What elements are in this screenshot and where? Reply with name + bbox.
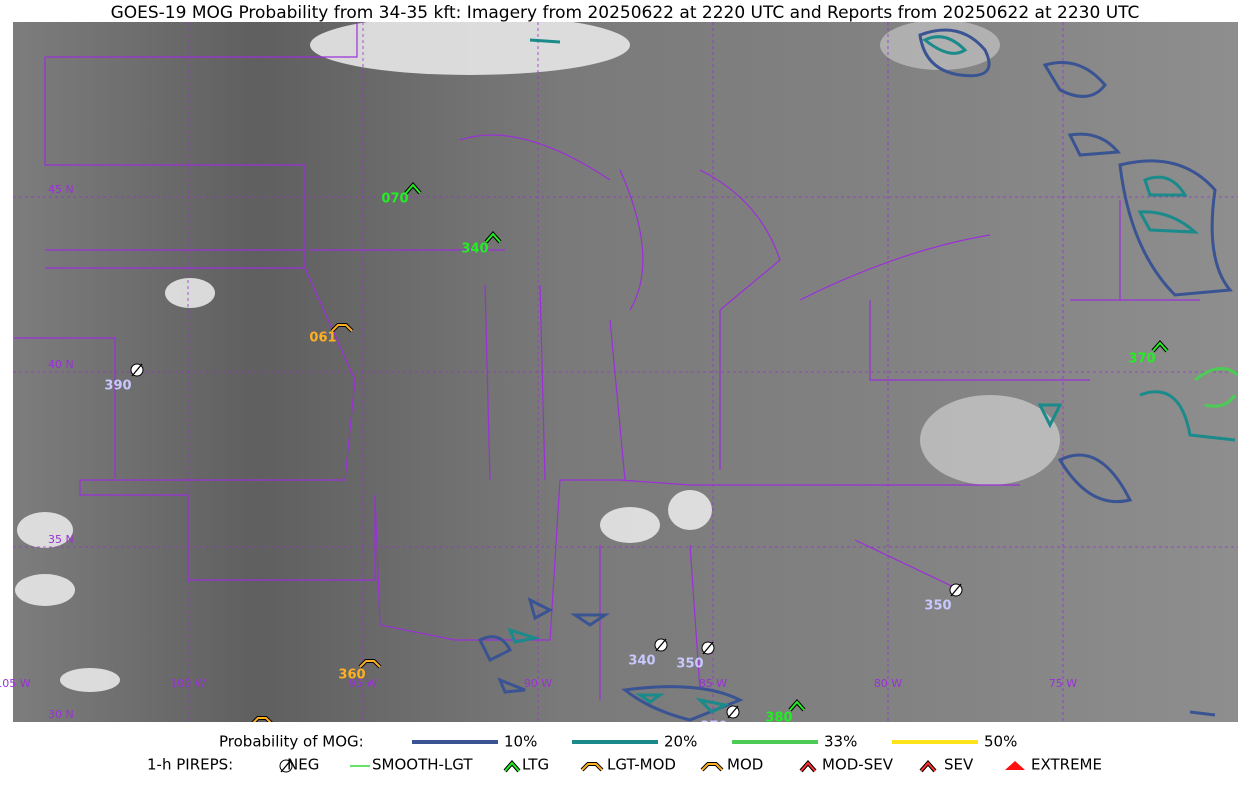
legend-symbol	[504, 761, 520, 772]
pirep-label: 380	[765, 711, 792, 726]
pirep-symbol	[655, 638, 667, 652]
legend-label: MOD-SEV	[822, 756, 894, 774]
legend-label: 33%	[824, 733, 857, 751]
pirep-symbol	[252, 717, 272, 722]
pirep-label: 340	[461, 242, 488, 257]
lon-label: 95 W	[349, 677, 377, 690]
lat-lon-labels: 45 N 40 N 35 N 30 N 105 W 100 W 95 W 90 W 85 W 80…	[0, 183, 1077, 721]
legend-label: 20%	[664, 733, 697, 751]
grid	[13, 22, 1238, 722]
lon-label: 80 W	[874, 677, 902, 690]
pirep-label: 360	[338, 668, 365, 683]
clouds	[15, 22, 1060, 692]
pirep-label: 370	[700, 720, 727, 735]
pirep-label: 061	[309, 331, 336, 346]
pirep-symbol	[131, 363, 143, 377]
lon-label: 90 W	[524, 677, 552, 690]
state-borders	[14, 22, 1200, 700]
pirep-symbol	[485, 232, 501, 243]
legend-symbol	[280, 759, 292, 773]
legend-label: LTG	[522, 756, 549, 774]
lat-label: 30 N	[48, 708, 74, 721]
legend-symbol	[800, 761, 816, 772]
legend-title: Probability of MOG:	[219, 733, 364, 751]
legend-symbol	[1005, 761, 1025, 770]
legend: Probability of MOG: 10% 20% 33% 50% 1-h PIREP…	[147, 733, 1102, 774]
pirep-symbol	[702, 641, 714, 655]
pirep-symbol	[1152, 341, 1168, 352]
title: GOES-19 MOG Probability from 34-35 kft: …	[111, 3, 1140, 23]
pirep-label: 390	[104, 379, 131, 394]
pirep-symbol	[405, 183, 421, 194]
pirep-label: 340	[628, 654, 655, 669]
pirep-label: 070	[381, 192, 408, 207]
pirep-symbol	[789, 700, 805, 711]
legend-symbol	[581, 763, 603, 771]
legend-label: NEG	[287, 756, 319, 774]
lat-label: 35 N	[48, 533, 74, 546]
lat-label: 45 N	[48, 183, 74, 196]
legend-label: 50%	[984, 733, 1017, 751]
legend-label: MOD	[727, 756, 763, 774]
contours	[477, 28, 1238, 722]
legend-label: 10%	[504, 733, 537, 751]
pirep-symbol	[727, 705, 739, 719]
legend-label: EXTREME	[1031, 756, 1102, 774]
legend-label: SEV	[944, 756, 974, 774]
lon-label: 105 W	[0, 677, 31, 690]
legend-label: SMOOTH-LGT	[372, 756, 473, 774]
legend-symbol	[701, 763, 723, 771]
pirep-symbol	[359, 660, 381, 668]
lon-label: 85 W	[699, 677, 727, 690]
pirep-symbol	[331, 324, 353, 332]
pirep-label: 350	[676, 657, 703, 672]
legend-symbol	[920, 761, 936, 772]
pirep-label: 350	[924, 599, 951, 614]
lat-label: 40 N	[48, 358, 74, 371]
legend-label: LGT-MOD	[607, 756, 676, 774]
legend-title: 1-h PIREPS:	[147, 756, 233, 774]
pirep-symbol	[950, 583, 962, 597]
pirep-label: 370	[1128, 352, 1155, 367]
lon-label: 75 W	[1049, 677, 1077, 690]
lon-label: 100 W	[170, 677, 205, 690]
